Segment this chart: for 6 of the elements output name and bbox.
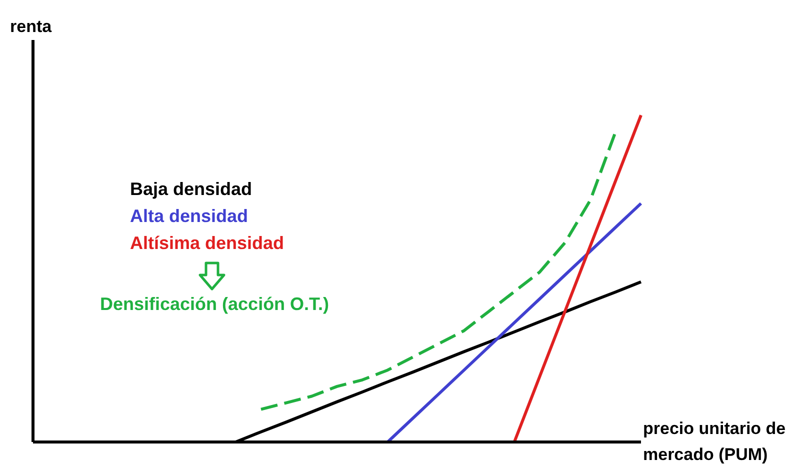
text: Baja densidad [130, 178, 254, 201]
y-axis-title: renta [10, 17, 52, 37]
text: Altísima densidad [130, 232, 286, 255]
x-axis-title: precio unitario de mercado (PUM) [643, 418, 787, 466]
text: Alta densidad [130, 205, 250, 228]
legend-label: Densificación (acción O.T.) [100, 293, 330, 316]
